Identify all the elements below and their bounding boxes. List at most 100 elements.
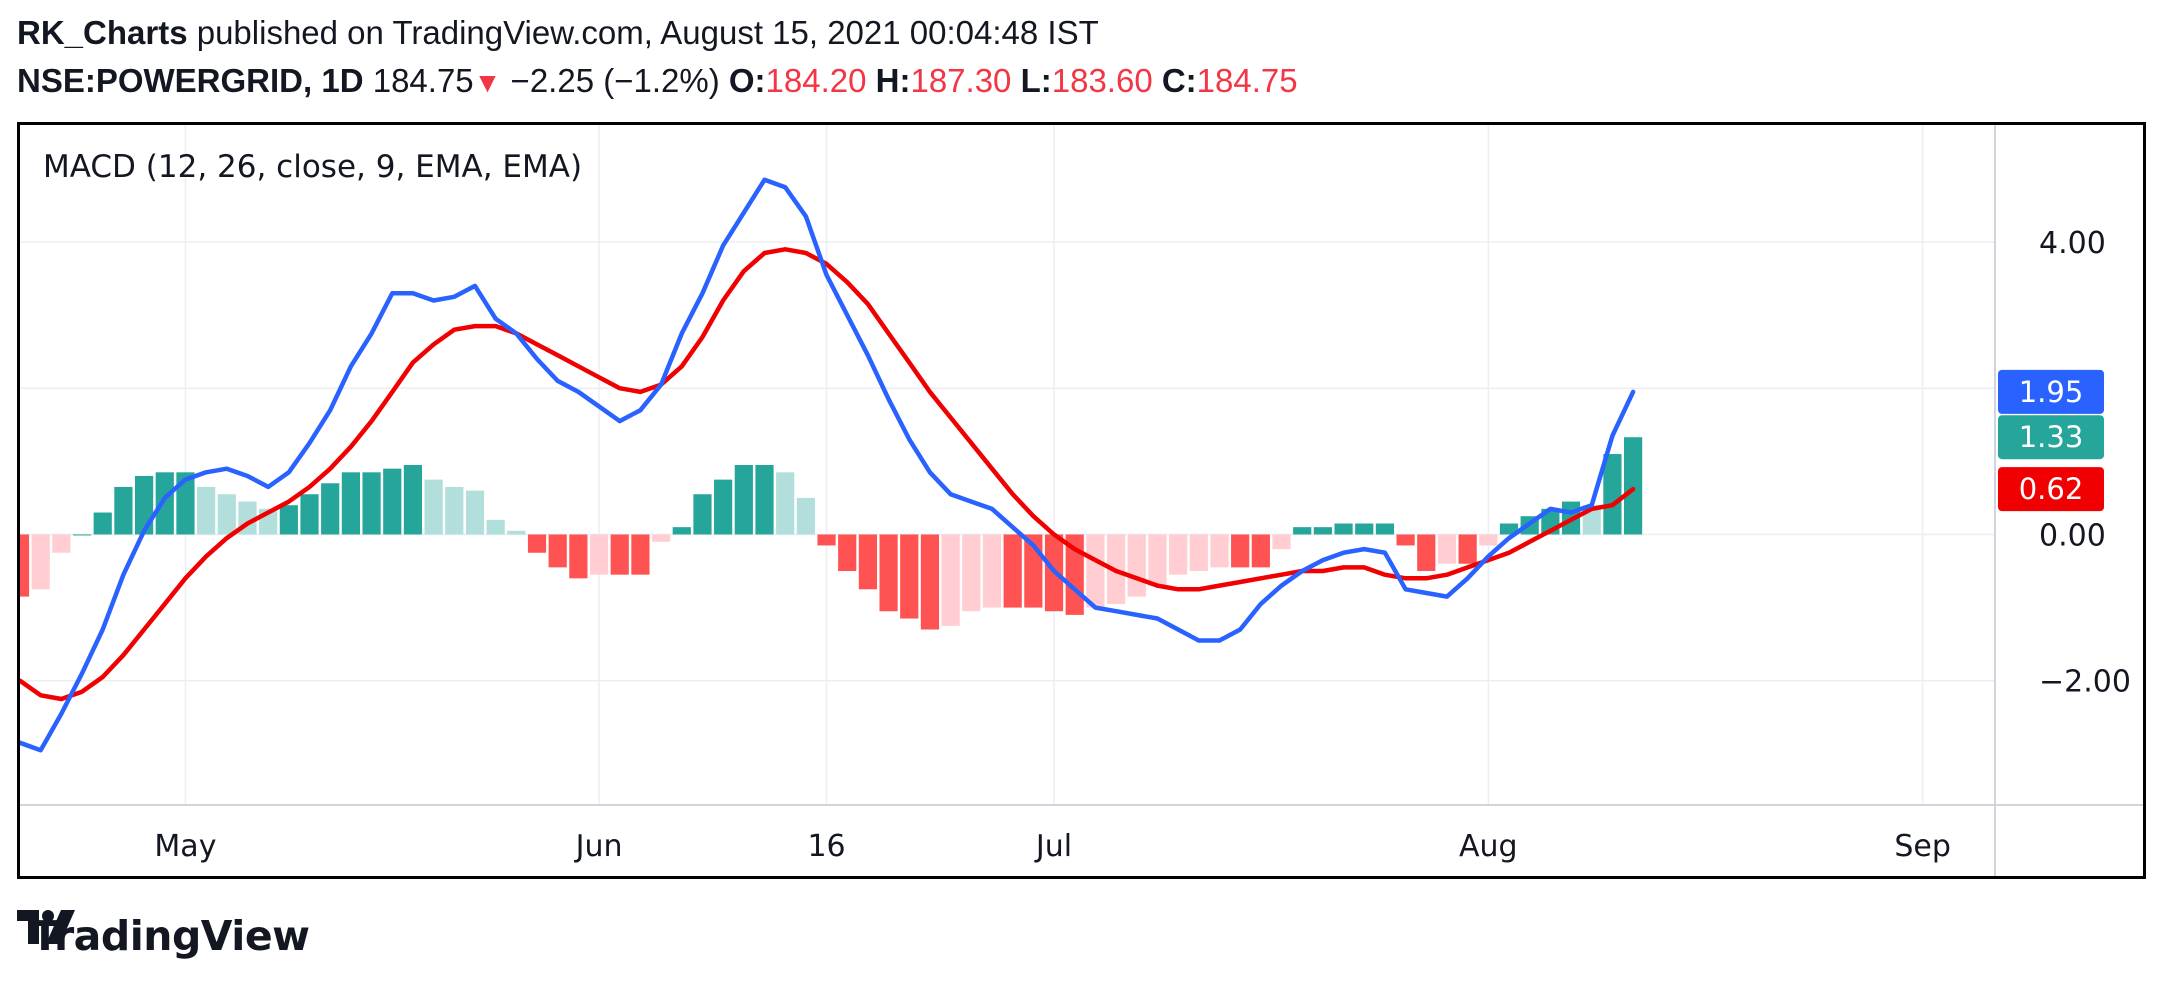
tradingview-logo[interactable]: TradingView xyxy=(17,910,310,962)
histogram-bar xyxy=(465,490,485,535)
histogram-bar xyxy=(858,534,878,590)
histogram-bar xyxy=(1437,534,1457,564)
histogram-bar xyxy=(1623,437,1643,535)
histogram-bar xyxy=(31,534,50,590)
histogram-bar xyxy=(1189,534,1208,572)
x-tick-label: Aug xyxy=(1459,829,1518,864)
histogram-bar xyxy=(1086,534,1105,608)
histogram-bar xyxy=(817,534,836,546)
histogram-bar xyxy=(941,534,960,626)
y-tick-label: 4.00 xyxy=(2039,226,2106,261)
macd-value-badge-text: 1.95 xyxy=(2019,375,2084,409)
histogram-bar xyxy=(52,534,71,553)
histogram-bar xyxy=(1479,534,1498,546)
histogram-bar xyxy=(1458,534,1477,564)
histogram-bar xyxy=(982,534,1002,608)
histogram-bar xyxy=(321,483,340,535)
macd-histogram xyxy=(20,437,1643,630)
high-value: 187.30 xyxy=(910,62,1012,99)
tradingview-wordmark: TradingView xyxy=(31,912,310,960)
close-value: 184.75 xyxy=(1196,62,1298,99)
tradingview-logo-icon xyxy=(17,910,75,944)
open-label: O: xyxy=(728,62,766,99)
histogram-bar xyxy=(93,512,112,535)
histogram-bar xyxy=(776,472,795,535)
low-value: 183.60 xyxy=(1051,62,1153,99)
symbol-label[interactable]: NSE:POWERGRID, 1D xyxy=(17,62,364,99)
histogram-bar xyxy=(631,534,650,575)
author-name[interactable]: RK_Charts xyxy=(17,14,188,51)
histogram-bar xyxy=(134,475,154,535)
price-change: −2.25 (−1.2%) xyxy=(510,62,720,99)
histogram-value-badge: 1.33 xyxy=(1998,415,2104,460)
histogram-bar xyxy=(796,497,815,535)
histogram-bar xyxy=(589,534,609,575)
histogram-bar xyxy=(341,472,360,535)
x-tick-label: May xyxy=(154,829,216,864)
signal-value-badge-bg xyxy=(1998,467,2104,512)
histogram-bar xyxy=(1210,534,1229,568)
histogram-bar xyxy=(1148,534,1167,586)
histogram-bar xyxy=(693,494,712,535)
histogram-bar xyxy=(1272,534,1291,550)
histogram-bar xyxy=(1603,454,1622,535)
histogram-bar xyxy=(197,486,216,535)
histogram-bar xyxy=(920,534,940,630)
macd-value-badge-bg xyxy=(1998,369,2104,414)
histogram-bar xyxy=(672,527,691,535)
signal-value-badge-text: 0.62 xyxy=(2019,472,2084,506)
histogram-bar xyxy=(424,479,443,535)
histogram-bar xyxy=(879,534,898,612)
published-text: published on TradingView.com, August 15,… xyxy=(196,14,1099,51)
histogram-bar xyxy=(755,465,774,535)
histogram-bar xyxy=(217,494,236,535)
histogram-bar xyxy=(362,472,381,535)
histogram-bar xyxy=(1417,534,1436,572)
macd-value-badge: 1.95 xyxy=(1998,369,2104,414)
histogram-bar xyxy=(900,534,919,619)
chart-grid xyxy=(20,125,1995,805)
histogram-bar xyxy=(962,534,981,612)
histogram-bar xyxy=(1313,527,1332,535)
histogram-bar xyxy=(1355,523,1374,535)
histogram-bar xyxy=(1396,534,1415,546)
histogram-bar xyxy=(569,534,588,579)
histogram-value-badge-text: 1.33 xyxy=(2019,420,2084,454)
histogram-bar xyxy=(176,472,195,535)
macd-line xyxy=(20,177,1636,753)
histogram-bar xyxy=(114,486,133,535)
x-tick-label: Jul xyxy=(1034,829,1072,864)
x-tick-label: 16 xyxy=(807,829,845,864)
histogram-bar xyxy=(155,472,174,535)
signal-line xyxy=(20,247,1636,702)
signal-value-badge: 0.62 xyxy=(1998,467,2104,512)
histogram-value-badge-bg xyxy=(1998,415,2104,460)
y-tick-label: 0.00 xyxy=(2039,518,2106,553)
histogram-bar xyxy=(383,468,402,535)
histogram-bar xyxy=(734,465,753,535)
last-price: 184.75 xyxy=(372,62,474,99)
low-label: L: xyxy=(1020,62,1052,99)
histogram-bar xyxy=(652,534,671,542)
histogram-bar xyxy=(1231,534,1250,568)
histogram-bar xyxy=(1169,534,1188,575)
histogram-bar xyxy=(610,534,629,575)
histogram-bar xyxy=(1334,523,1353,535)
histogram-bar xyxy=(300,494,319,535)
histogram-bar xyxy=(445,486,464,535)
histogram-bar xyxy=(548,534,567,568)
y-tick-label: −2.00 xyxy=(2039,665,2131,700)
histogram-bar xyxy=(403,465,423,535)
open-value: 184.20 xyxy=(765,62,867,99)
histogram-bar xyxy=(1375,523,1395,535)
indicator-legend[interactable]: MACD (12, 26, close, 9, EMA, EMA) xyxy=(43,149,582,185)
histogram-bar xyxy=(486,519,505,535)
down-arrow-icon: ▼ xyxy=(473,67,502,98)
last-value-badges: 1.95 1.33 0.62 xyxy=(1998,369,2104,512)
close-label: C: xyxy=(1161,62,1197,99)
histogram-bar xyxy=(714,479,733,535)
symbol-info-bar: NSE:POWERGRID, 1D 184.75▼ −2.25 (−1.2%) … xyxy=(17,60,1298,104)
